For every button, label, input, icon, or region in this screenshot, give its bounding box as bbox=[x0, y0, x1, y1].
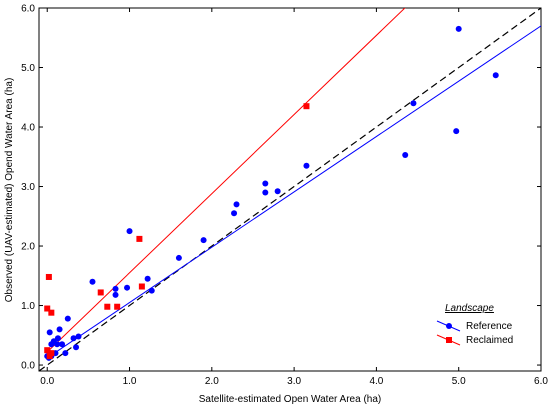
legend-reference-marker bbox=[446, 323, 452, 329]
point-reclaimed bbox=[303, 103, 310, 110]
point-reference bbox=[62, 350, 69, 357]
point-reclaimed bbox=[138, 283, 145, 290]
legend: Landscape Reference Reclaimed bbox=[436, 303, 513, 346]
point-reference bbox=[75, 333, 82, 340]
x-axis-label: Satellite-estimated Open Water Area (ha) bbox=[199, 394, 382, 405]
legend-reclaimed-label: Reclaimed bbox=[466, 335, 513, 346]
point-reference bbox=[410, 100, 417, 107]
point-reference bbox=[59, 341, 66, 348]
point-reference bbox=[54, 341, 61, 348]
x-tick-label: 0.0 bbox=[40, 376, 54, 387]
point-reference bbox=[64, 315, 71, 322]
point-reference bbox=[148, 287, 155, 294]
legend-title: Landscape bbox=[445, 303, 494, 314]
point-reference bbox=[455, 25, 462, 32]
x-tick-label: 5.0 bbox=[452, 376, 466, 387]
point-reference bbox=[262, 180, 269, 187]
point-reference bbox=[262, 189, 269, 196]
point-reference bbox=[56, 326, 63, 333]
point-reference bbox=[124, 284, 131, 291]
y-tick-label: 3.0 bbox=[21, 182, 35, 193]
point-reclaimed bbox=[44, 347, 51, 354]
axis-ticks: 0.0 1.0 2.0 3.0 4.0 5.0 6.0 0.0 1.0 2.0 3.0 4.0 5.0 6… bbox=[21, 4, 548, 388]
point-reclaimed bbox=[48, 309, 55, 316]
point-reference bbox=[54, 335, 61, 342]
point-reference bbox=[175, 254, 182, 261]
y-tick-label: 0.0 bbox=[21, 361, 35, 372]
legend-reference-label: Reference bbox=[466, 321, 513, 332]
point-reclaimed bbox=[45, 273, 52, 280]
point-reference bbox=[303, 162, 310, 169]
x-tick-label: 4.0 bbox=[369, 376, 383, 387]
point-reference bbox=[453, 128, 460, 135]
y-tick-label: 5.0 bbox=[21, 63, 35, 74]
point-reference bbox=[70, 335, 77, 342]
point-reclaimed bbox=[97, 289, 104, 296]
point-reference bbox=[231, 210, 238, 217]
point-reclaimed bbox=[136, 235, 143, 242]
point-reference bbox=[112, 291, 119, 298]
legend-reclaimed-marker bbox=[446, 337, 452, 343]
point-reclaimed bbox=[114, 303, 121, 310]
fit-lines bbox=[39, 8, 541, 371]
x-tick-label: 2.0 bbox=[205, 376, 219, 387]
point-reference bbox=[89, 278, 96, 285]
point-reference bbox=[112, 285, 119, 292]
x-tick-label: 3.0 bbox=[287, 376, 301, 387]
data-points bbox=[44, 25, 499, 361]
point-reference bbox=[402, 151, 409, 158]
point-reference bbox=[144, 275, 151, 282]
y-tick-label: 1.0 bbox=[21, 301, 35, 312]
y-axis-label: Observed (UAV-estimated) Opend Water Are… bbox=[4, 78, 15, 303]
point-reference bbox=[73, 344, 80, 351]
point-reference bbox=[274, 188, 281, 195]
point-reference bbox=[492, 72, 499, 79]
point-reclaimed bbox=[104, 303, 111, 310]
x-tick-label: 1.0 bbox=[123, 376, 137, 387]
fit-line-reclaimed bbox=[46, 8, 406, 353]
y-tick-label: 4.0 bbox=[21, 123, 35, 134]
identity-line bbox=[39, 8, 541, 371]
point-reference bbox=[46, 329, 53, 336]
point-reference bbox=[126, 228, 133, 235]
point-reclaimed bbox=[48, 350, 55, 357]
point-reference bbox=[200, 237, 207, 244]
x-tick-label: 6.0 bbox=[534, 376, 548, 387]
point-reference bbox=[233, 201, 240, 208]
point-reclaimed bbox=[44, 305, 51, 312]
y-tick-label: 6.0 bbox=[21, 4, 35, 15]
fit-line-reference bbox=[46, 25, 541, 359]
y-tick-label: 2.0 bbox=[21, 242, 35, 253]
